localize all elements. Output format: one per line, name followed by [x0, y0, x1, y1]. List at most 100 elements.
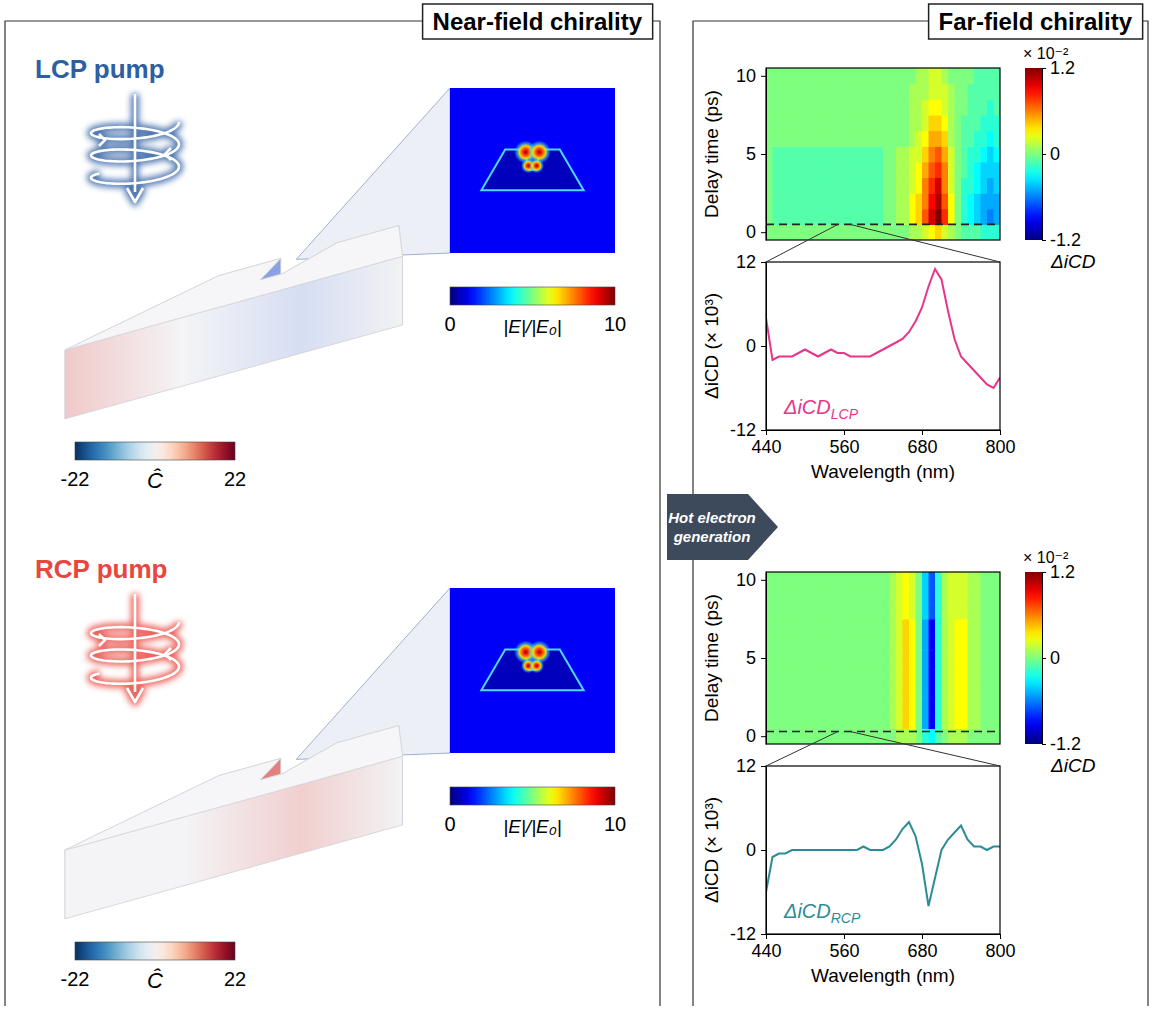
heatmap-cell	[883, 619, 890, 635]
heatmap-cell	[825, 666, 832, 682]
heatmap-cell	[864, 603, 871, 619]
heatmap-cell	[844, 635, 851, 651]
heatmap-cell	[792, 193, 799, 209]
arrow-label: Hot electrongeneration	[668, 509, 756, 545]
heatmap-cell	[857, 193, 864, 209]
heatmap-cell	[818, 162, 825, 178]
heatmap-cell	[890, 681, 897, 697]
heatmap-cell	[864, 84, 871, 100]
heatmap-cell	[812, 209, 819, 225]
heatmap-cell	[838, 619, 845, 635]
colorbar-multiplier: × 10⁻²	[1023, 45, 1069, 62]
heatmap-cell	[844, 588, 851, 604]
tick-mark	[1000, 934, 1001, 939]
heatmap-cell	[909, 131, 916, 147]
colorbar-tick: -1.2	[1042, 734, 1081, 754]
heatmap-cell	[883, 193, 890, 209]
heatmap-cell	[838, 697, 845, 713]
pump-label: RCP pump	[35, 554, 167, 584]
heatmap-cell	[890, 572, 897, 588]
heatmap-cell	[948, 209, 955, 225]
heatmap-cell	[981, 681, 988, 697]
heatmap-cell	[922, 681, 929, 697]
heatmap-cell	[942, 177, 949, 193]
helix-arrow	[99, 634, 105, 646]
heatmap-cell	[870, 681, 877, 697]
heatmap-cell	[799, 115, 806, 131]
heatmap-cell	[961, 635, 968, 651]
heatmap-cell	[864, 713, 871, 729]
heatmap-cell	[896, 572, 903, 588]
colorbar-label: Ĉ	[147, 968, 163, 993]
heatmap-cell	[825, 131, 832, 147]
x-tick: 440	[751, 430, 781, 457]
colorbar-label: ΔiCD	[1050, 755, 1096, 776]
heatmap-cell	[961, 713, 968, 729]
heatmap-cell	[831, 84, 838, 100]
heatmap-cell	[903, 650, 910, 666]
heatmap-cell	[916, 681, 923, 697]
heatmap-cell	[864, 224, 871, 240]
heatmap-cell	[818, 635, 825, 651]
heatmap-cell	[890, 603, 897, 619]
heatmap-cell	[844, 162, 851, 178]
heatmap-cell	[831, 115, 838, 131]
heatmap-cell	[942, 635, 949, 651]
heatmap-cell	[838, 681, 845, 697]
heatmap-cell	[948, 224, 955, 240]
heatmap-cell	[948, 619, 955, 635]
heatmap-cell	[825, 99, 832, 115]
heatmap-cell	[786, 84, 793, 100]
tick-label: 12	[736, 756, 756, 776]
heatmap-cell	[922, 146, 929, 162]
cut-line	[766, 731, 1000, 733]
heatmap-cell	[773, 666, 780, 682]
heatmap-cell	[981, 99, 988, 115]
heatmap-cell	[792, 713, 799, 729]
heatmap-cell	[922, 588, 929, 604]
heatmap-cell	[825, 635, 832, 651]
tick-label: -1.2	[1050, 734, 1081, 754]
heatmap-cell	[994, 209, 1001, 225]
heatmap-cell	[916, 162, 923, 178]
heatmap-cell	[909, 635, 916, 651]
heatmap-cell	[838, 572, 845, 588]
heatmap-cell	[870, 193, 877, 209]
heatmap-cell	[896, 603, 903, 619]
heatmap-cell	[961, 209, 968, 225]
heatmap-cell	[942, 146, 949, 162]
zoom-line	[850, 224, 1000, 262]
heatmap-cell	[896, 209, 903, 225]
heatmap-cell	[773, 115, 780, 131]
heatmap-cell	[896, 697, 903, 713]
heatmap-cell	[792, 177, 799, 193]
heatmap-cell	[818, 193, 825, 209]
heatmap-cell	[825, 603, 832, 619]
zoom-lines	[766, 731, 1000, 766]
heatmap-cell	[994, 697, 1001, 713]
heatmap-cell	[994, 650, 1001, 666]
heatmap-cell	[942, 681, 949, 697]
heatmap-cell	[857, 650, 864, 666]
heatmap-cell	[994, 572, 1001, 588]
line-chart: -12012440560680800ΔiCD (× 10³)Wavelength…	[701, 756, 1016, 986]
heatmap-cell	[883, 666, 890, 682]
heatmap-cell	[857, 115, 864, 131]
heatmap-cell	[968, 209, 975, 225]
tick-label: 560	[829, 437, 859, 457]
heatmap-cell	[955, 697, 962, 713]
heatmap-cell	[994, 619, 1001, 635]
colorbar-tick-label: 10	[604, 313, 626, 335]
heatmap-cell	[916, 146, 923, 162]
heatmap-cell	[974, 131, 981, 147]
tick-mark	[761, 262, 766, 263]
tick-mark	[844, 934, 845, 939]
heatmap-cell	[968, 588, 975, 604]
heatmap-cell	[974, 697, 981, 713]
process-arrow: Hot electrongeneration	[667, 494, 778, 560]
heatmap-cell	[831, 68, 838, 84]
heatmap-cell	[857, 697, 864, 713]
heatmap-cell	[779, 635, 786, 651]
heatmap-cell	[779, 572, 786, 588]
heatmap-cell	[851, 84, 858, 100]
